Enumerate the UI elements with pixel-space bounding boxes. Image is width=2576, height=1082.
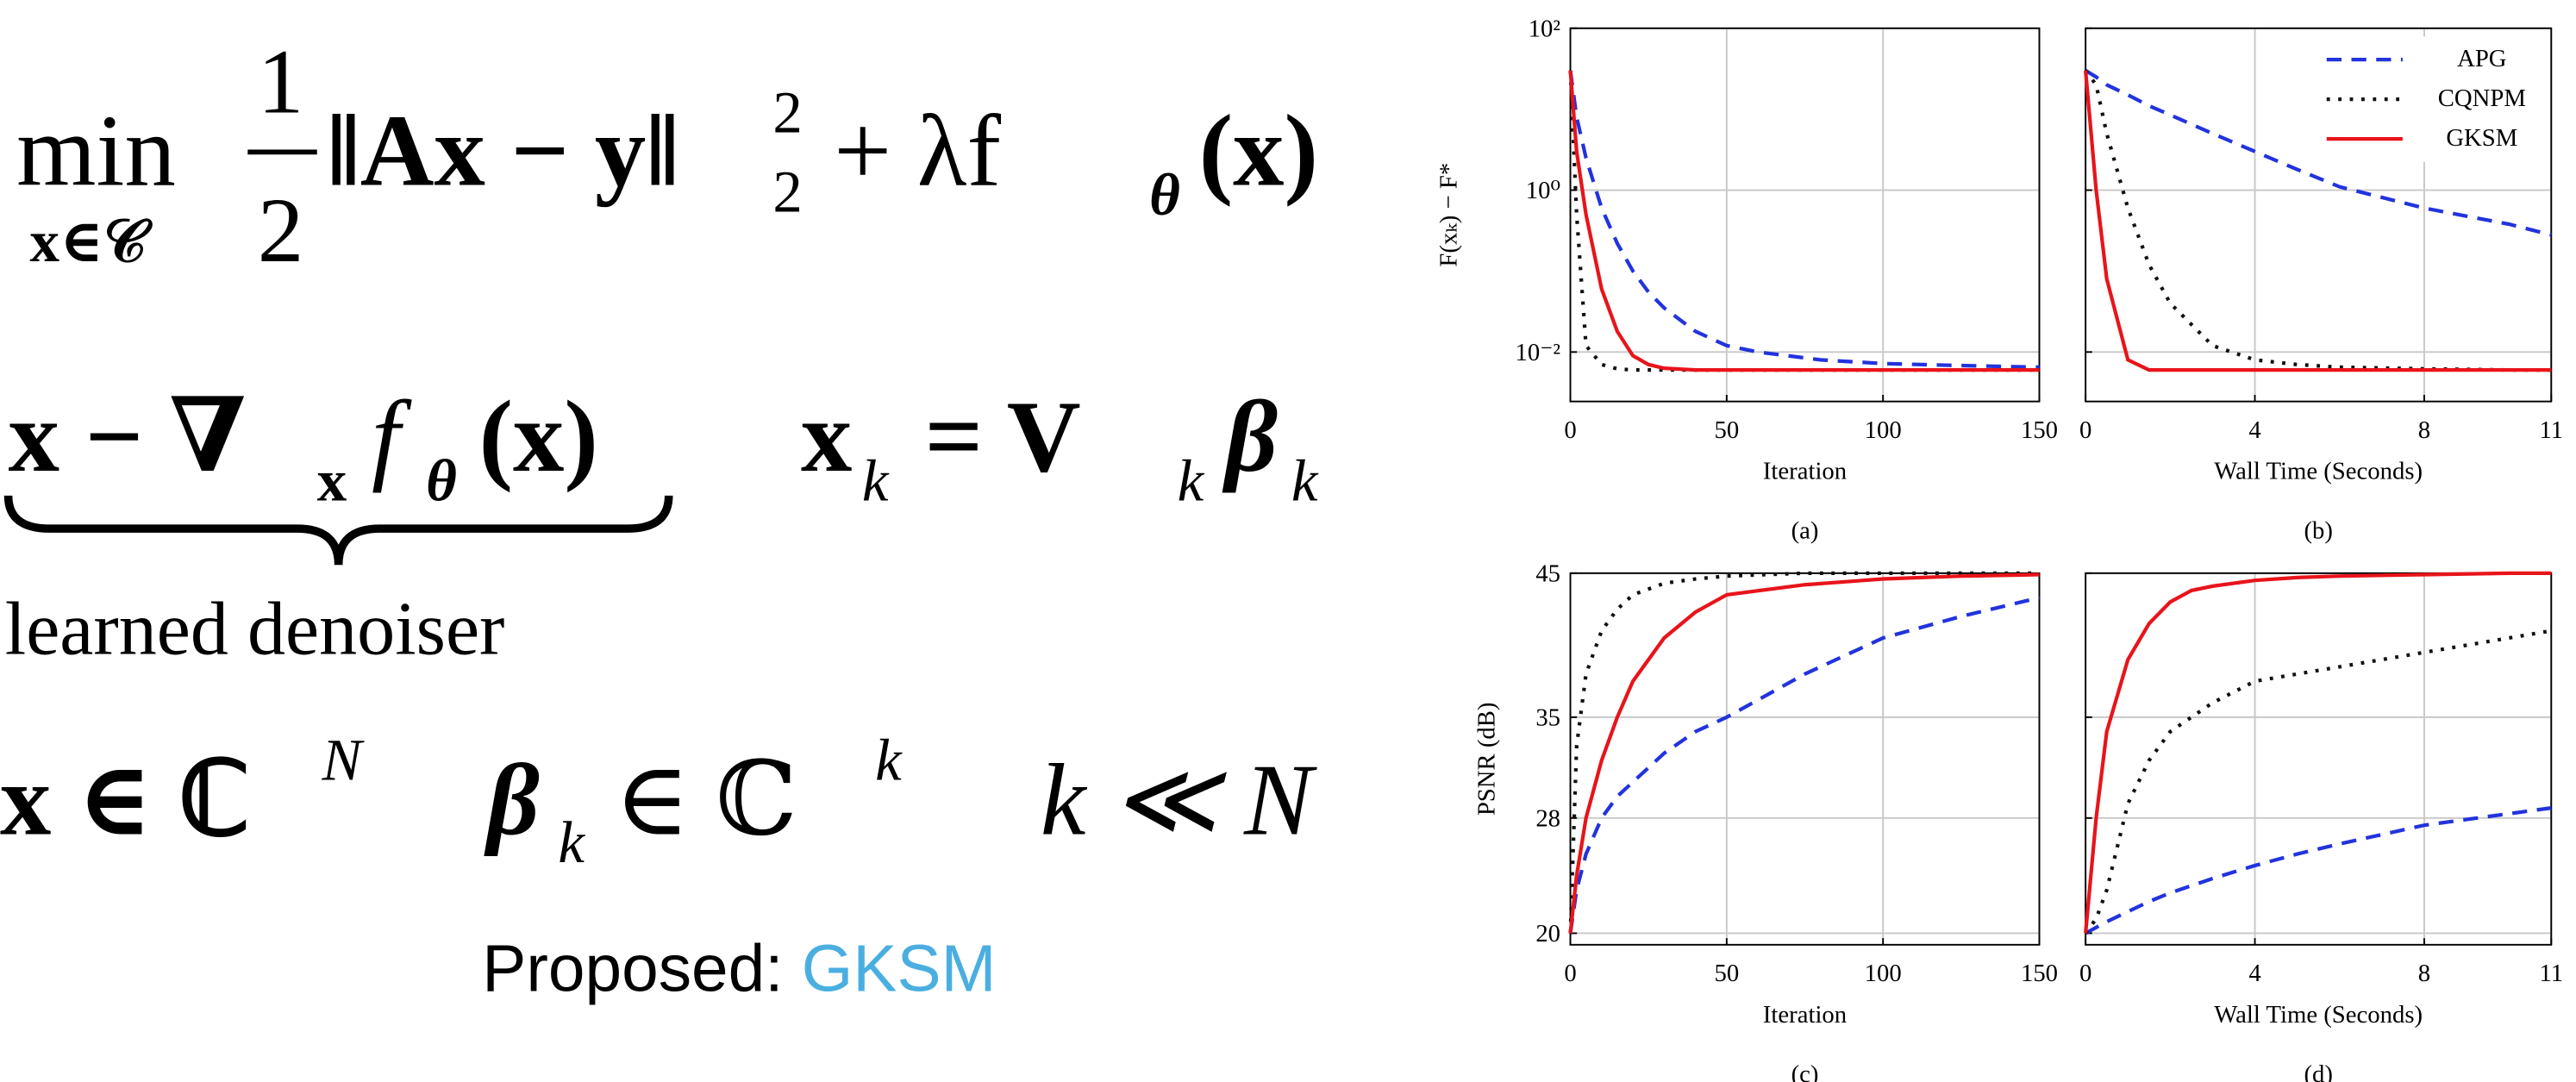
y-tick-label: 10⁰ — [1526, 177, 1560, 204]
series-line — [1568, 70, 2040, 372]
x-tick-label: 0 — [1564, 416, 1576, 444]
x-tick-label: 150 — [2021, 960, 2058, 987]
plot-frame — [1569, 27, 2041, 403]
eq-token: β — [1222, 379, 1278, 493]
caption: (c) — [1791, 1060, 1819, 1082]
x-tick-label: 11 — [2539, 416, 2563, 444]
caption: (a) — [1791, 517, 1819, 545]
series-line — [1568, 571, 2040, 934]
plot-frame — [2085, 572, 2553, 946]
eq-token: θ — [1149, 162, 1180, 228]
y-tick-label: 20 — [1535, 920, 1560, 948]
legend: APG CQNPM GKSM — [2306, 36, 2538, 162]
x-axis-label: Iteration — [1763, 1001, 1847, 1029]
x-tick-label: 150 — [2021, 416, 2058, 444]
eq-token: + λf — [834, 94, 1001, 208]
series-line — [2084, 571, 2552, 934]
y-tick-label: 10⁻² — [1516, 339, 1561, 366]
eq-token: k — [875, 727, 903, 792]
series-line — [1568, 70, 2040, 372]
chart: 0 50 100 150 10² 10⁰ 10⁻² Iteration F(xₖ) − F* (a… — [1435, 15, 2058, 544]
y-axis-label: F(xₖ) − F* — [1435, 163, 1462, 267]
x-tick-label: 8 — [2418, 960, 2430, 987]
eq-token: x∈𝒞 — [29, 209, 152, 274]
eq-token: k ≪ N — [1041, 742, 1317, 856]
series-line — [2084, 70, 2552, 372]
caption: (d) — [2304, 1060, 2333, 1082]
legend-label: CQNPM — [2438, 84, 2526, 112]
eq-token: f — [372, 379, 412, 493]
x-tick-label: 100 — [1865, 960, 1902, 987]
legend-label: APG — [2457, 45, 2506, 72]
plot-frame — [2085, 27, 2553, 403]
series-line — [2085, 69, 2552, 237]
x-tick-label: 100 — [1865, 416, 1902, 444]
y-tick-label: 10² — [1529, 15, 1560, 42]
eq-token: 2 — [772, 159, 802, 224]
eq-token: x ∈ ℂ — [0, 742, 250, 856]
x-tick-label: 0 — [1564, 960, 1576, 987]
eq-token: 2 — [258, 179, 304, 282]
eq-token: (x) — [1199, 94, 1318, 208]
series-line — [2084, 629, 2552, 935]
y-axis-label: PSNR (dB) — [1472, 702, 1500, 816]
eq-token: k — [862, 448, 890, 514]
eq-token: k — [558, 810, 585, 875]
plot-frame — [1569, 572, 2041, 946]
eq-token: θ — [426, 448, 457, 514]
x-tick-label: 0 — [2079, 960, 2091, 987]
underbrace — [3, 495, 673, 566]
x-tick-label: 11 — [2539, 960, 2563, 987]
chart: 0 4 8 11 Wall Time (Seconds) (d) — [2079, 571, 2563, 1082]
x-tick-label: 8 — [2418, 416, 2430, 444]
legend-box — [2306, 36, 2538, 162]
eq-token: = V — [925, 379, 1081, 493]
series-line — [1568, 572, 2040, 934]
eq-token: ‖Ax − y‖ — [327, 94, 679, 208]
x-axis-label: Wall Time (Seconds) — [2214, 1001, 2423, 1029]
chart: 0 4 8 11 Wall Time (Seconds) (b) APG CQNPM GKSM — [2079, 27, 2563, 545]
eq-token: ∈ ℂ — [615, 742, 797, 856]
eq-token: x — [317, 448, 347, 514]
legend-label: GKSM — [2446, 124, 2517, 152]
eq-token: 2 — [772, 79, 802, 145]
equations: min x∈𝒞 1 2 ‖Ax − y‖ 2 2 + λf θ (x) x − … — [0, 30, 1319, 1005]
eq-token: (x) — [478, 379, 597, 493]
eq-token: k — [1178, 448, 1205, 514]
eq-token: β — [484, 742, 540, 856]
series-line — [2085, 806, 2552, 935]
x-tick-label: 50 — [1714, 960, 1739, 987]
x-tick-label: 50 — [1714, 416, 1739, 444]
eq-note: learned denoiser — [5, 587, 505, 672]
eq-token: x − ∇ — [9, 379, 247, 493]
series-line — [1568, 596, 2040, 934]
method-name: GKSM — [802, 932, 997, 1005]
x-axis-label: Wall Time (Seconds) — [2214, 458, 2423, 485]
series-line — [1568, 70, 2040, 369]
proposed-label: Proposed: GKSM — [482, 932, 996, 1005]
x-tick-label: 4 — [2248, 416, 2260, 444]
y-tick-label: 35 — [1535, 704, 1560, 731]
y-tick-label: 28 — [1535, 804, 1560, 832]
chart: 0 50 100 150 20 28 35 45 Iteration PSNR (dB) (c) — [1472, 560, 2058, 1082]
x-tick-label: 4 — [2248, 960, 2260, 987]
eq-token: k — [1291, 448, 1319, 514]
eq-token: N — [322, 727, 366, 792]
proposed-text: Proposed: — [482, 932, 802, 1005]
eq-token: 1 — [258, 30, 304, 133]
x-tick-label: 0 — [2079, 416, 2091, 444]
x-axis-label: Iteration — [1763, 458, 1847, 485]
caption: (b) — [2304, 517, 2333, 545]
eq-token: min — [16, 94, 176, 208]
eq-token: x — [801, 379, 852, 493]
y-tick-label: 45 — [1535, 560, 1560, 587]
